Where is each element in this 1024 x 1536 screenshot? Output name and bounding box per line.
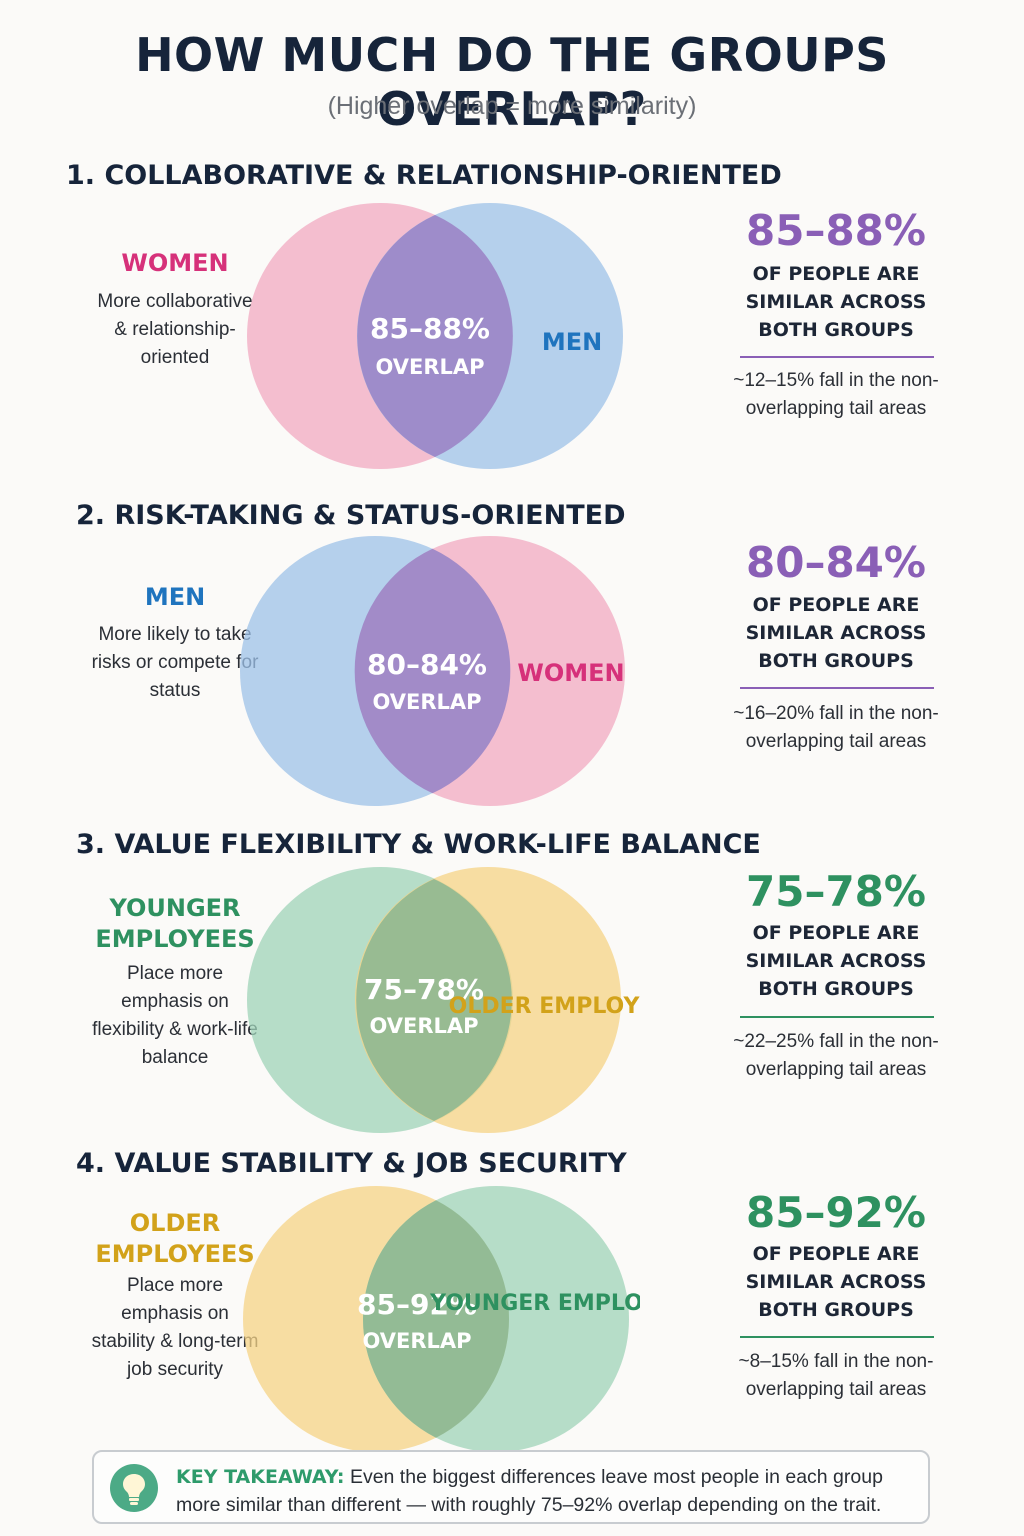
stat-tail-note: ~16–20% fall in the non-overlapping tail…: [733, 703, 939, 752]
left-group-label: WOMEN: [121, 249, 229, 277]
overlap-word: OVERLAP: [372, 690, 481, 714]
takeaway-label: KEY TAKEAWAY:: [176, 1466, 345, 1488]
stat-description: OF PEOPLE ARE SIMILAR ACROSS BOTH GROUPS: [745, 1243, 927, 1321]
overlap-percent: 80–84%: [367, 648, 487, 681]
overlap-region: [362, 1200, 510, 1438]
stat-percent: 75–78%: [746, 867, 926, 916]
venn-diagram: 80–84% OVERLAP WOMEN: [230, 528, 640, 818]
section-heading: 1. COLLABORATIVE & RELATIONSHIP-ORIENTED: [66, 160, 782, 191]
stat-tail-note: ~8–15% fall in the non-overlapping tail …: [738, 1351, 934, 1400]
left-group-label: YOUNGER EMPLOYEES: [95, 894, 255, 953]
overlap-word: OVERLAP: [362, 1329, 471, 1353]
takeaway-text: KEY TAKEAWAY: Even the biggest differenc…: [176, 1463, 924, 1519]
lightbulb-icon: [110, 1464, 158, 1512]
right-group-label: MEN: [542, 328, 602, 356]
stat-percent: 85–88%: [746, 206, 926, 255]
stat-description: OF PEOPLE ARE SIMILAR ACROSS BOTH GROUPS: [745, 263, 927, 341]
divider: [740, 356, 934, 358]
overlap-percent: 75–78%: [364, 973, 484, 1006]
page-subtitle: (Higher overlap = more similarity): [327, 92, 697, 120]
venn-diagram: 85–88% OVERLAP MEN: [230, 190, 640, 480]
section-heading: 3. VALUE FLEXIBILITY & WORK-LIFE BALANCE: [76, 829, 761, 860]
left-group-description: More collaborative & relationship-orient…: [97, 291, 253, 368]
right-group-label: OLDER EMPLOYEES: [449, 994, 640, 1019]
section-collaborative: 1. COLLABORATIVE & RELATIONSHIP-ORIENTED…: [0, 160, 1024, 490]
divider: [740, 1336, 934, 1338]
venn-diagram: 85–92% OVERLAP YOUNGER EMPLOYEES: [230, 1186, 640, 1476]
divider: [740, 1016, 934, 1018]
overlap-percent: 85–92%: [357, 1288, 477, 1321]
takeaway-body: Even the biggest differences leave most …: [176, 1466, 883, 1516]
stat-percent: 85–92%: [746, 1188, 926, 1237]
section-stability: 4. VALUE STABILITY & JOB SECURITY OLDER …: [0, 1148, 1024, 1478]
right-group-label: WOMEN: [517, 659, 624, 687]
overlap-percent: 85–88%: [370, 312, 490, 345]
left-group-label: MEN: [144, 583, 206, 611]
left-group-description: Place more emphasis on stability & long-…: [91, 1275, 259, 1380]
stat-description: OF PEOPLE ARE SIMILAR ACROSS BOTH GROUPS: [745, 922, 927, 1000]
stat-description: OF PEOPLE ARE SIMILAR ACROSS BOTH GROUPS: [745, 594, 927, 672]
section-risk-taking: 2. RISK-TAKING & STATUS-ORIENTED MEN Mor…: [0, 500, 1024, 830]
divider: [740, 687, 934, 689]
section-heading: 2. RISK-TAKING & STATUS-ORIENTED: [76, 500, 626, 531]
stat-tail-note: ~12–15% fall in the non-overlapping tail…: [733, 370, 939, 419]
overlap-region: [354, 548, 511, 794]
left-group-description: Place more emphasis on flexibility & wor…: [92, 963, 258, 1068]
stat-tail-note: ~22–25% fall in the non-overlapping tail…: [733, 1031, 939, 1080]
right-group-label: YOUNGER EMPLOYEES: [429, 1291, 640, 1316]
overlap-region: [356, 879, 512, 1121]
section-heading: 4. VALUE STABILITY & JOB SECURITY: [76, 1148, 627, 1179]
stat-percent: 80–84%: [746, 538, 926, 587]
overlap-word: OVERLAP: [369, 1014, 478, 1038]
overlap-region: [357, 215, 513, 457]
page-title: HOW MUCH DO THE GROUPS OVERLAP?: [135, 28, 889, 136]
key-takeaway-box: KEY TAKEAWAY: Even the biggest differenc…: [92, 1450, 930, 1524]
overlap-word: OVERLAP: [375, 355, 484, 379]
section-flexibility: 3. VALUE FLEXIBILITY & WORK-LIFE BALANCE…: [0, 829, 1024, 1159]
venn-diagram: 75–78% OVERLAP OLDER EMPLOYEES: [230, 863, 640, 1153]
left-group-description: More likely to take risks or compete for…: [91, 624, 259, 701]
left-group-label: OLDER EMPLOYEES: [95, 1209, 255, 1268]
